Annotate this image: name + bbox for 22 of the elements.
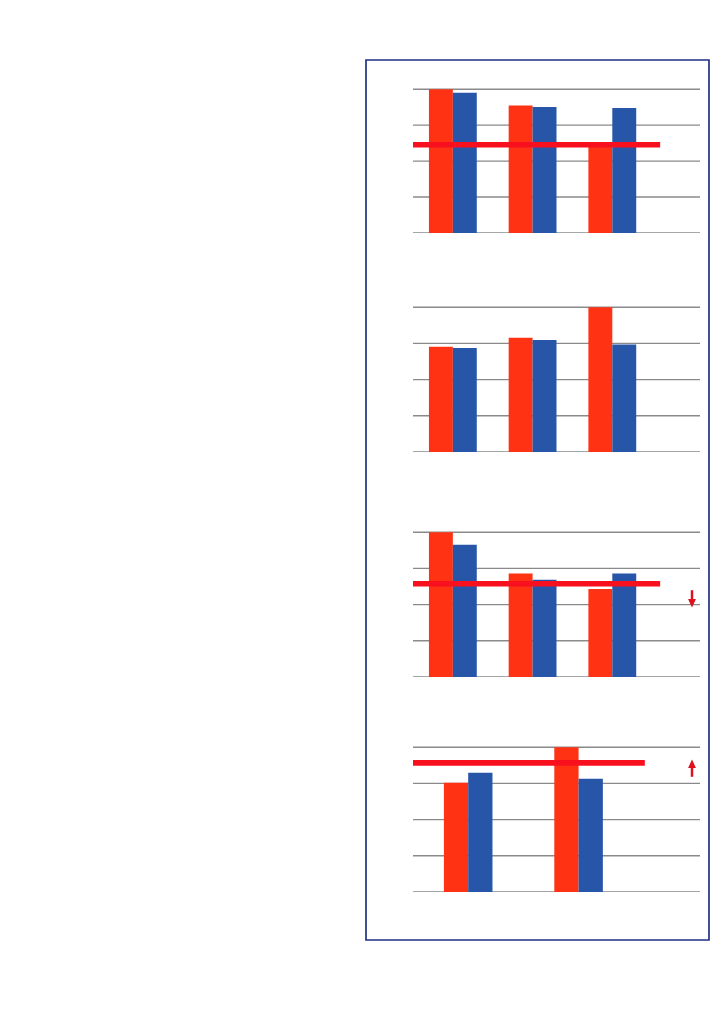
bar	[508, 573, 533, 677]
bar	[554, 747, 579, 892]
bar	[612, 573, 637, 677]
bar	[452, 347, 477, 452]
bar	[443, 782, 469, 892]
bar	[532, 579, 557, 677]
bar	[532, 339, 557, 452]
bar	[428, 89, 453, 233]
bar	[612, 344, 637, 452]
bar	[452, 544, 477, 677]
bar	[428, 532, 453, 677]
bar	[508, 105, 533, 233]
bar	[588, 145, 613, 233]
bar	[452, 92, 477, 233]
bar	[468, 772, 493, 892]
bar	[588, 307, 613, 452]
bar	[508, 337, 533, 452]
bar	[612, 108, 637, 233]
bar	[428, 346, 453, 452]
bar	[578, 778, 603, 892]
bar	[588, 588, 613, 677]
bar	[532, 106, 557, 233]
